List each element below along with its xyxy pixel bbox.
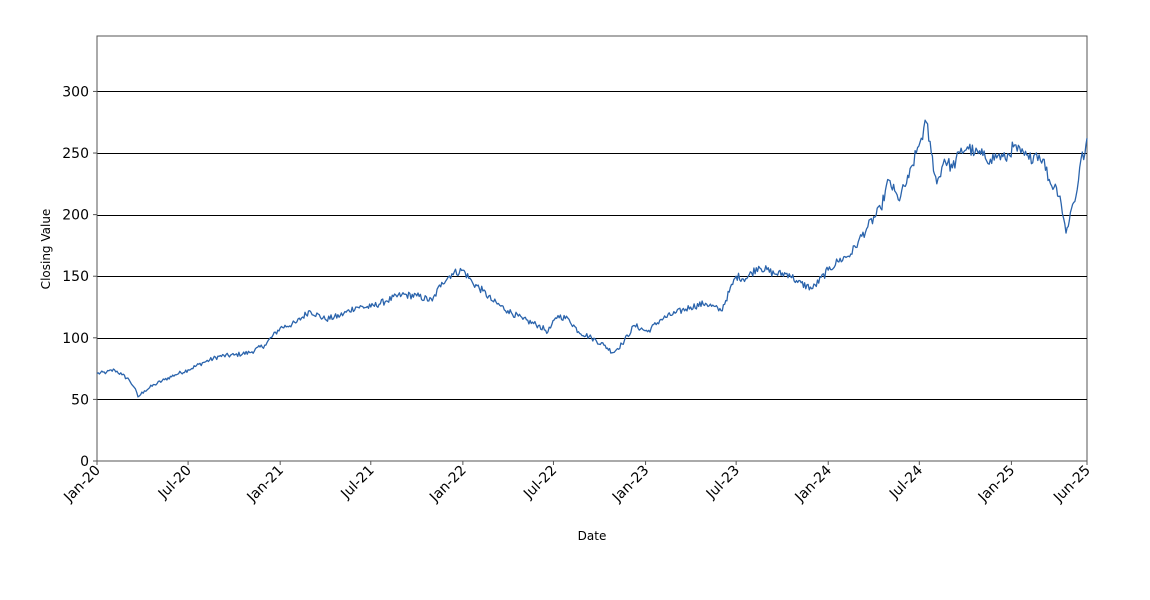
- x-tick-label: Jan-23: [609, 463, 652, 506]
- y-axis-title: Closing Value: [39, 209, 53, 290]
- x-tick-label: Jul-24: [886, 462, 926, 502]
- x-tick-label: Jan-25: [975, 463, 1018, 506]
- x-tick-label: Jul-21: [337, 463, 377, 503]
- y-tick-label: 50: [71, 392, 89, 408]
- y-tick-label: 300: [62, 84, 89, 100]
- y-tick-label: 100: [62, 331, 89, 347]
- x-axis-ticks: Jan-20 Jul-20 Jan-21 Jul-21 Jan-22 Jul-22 Jan-…: [60, 461, 1094, 507]
- x-tick-label: Jan-21: [244, 463, 287, 506]
- plot-area: [96, 35, 1088, 462]
- x-tick-label: Jul-20: [155, 463, 195, 503]
- series-layer: [96, 119, 1088, 398]
- y-tick-label: 150: [62, 269, 89, 285]
- series-line-0: [96, 119, 1088, 398]
- x-axis-title: Date: [578, 529, 607, 543]
- x-tick-label: Jun-25: [1050, 463, 1094, 507]
- x-tick-label: Jul-23: [703, 463, 743, 503]
- y-tick-label: 0: [80, 454, 89, 470]
- x-tick-label: Jan-24: [792, 462, 836, 506]
- x-tick-label: Jul-22: [520, 463, 560, 503]
- grid-lines: [96, 36, 1087, 462]
- x-tick-label: Jan-22: [426, 463, 469, 506]
- y-tick-label: 250: [62, 146, 89, 162]
- y-tick-label: 200: [62, 208, 89, 224]
- y-axis-ticks: 0 50 100 150 200 250 300: [62, 84, 97, 470]
